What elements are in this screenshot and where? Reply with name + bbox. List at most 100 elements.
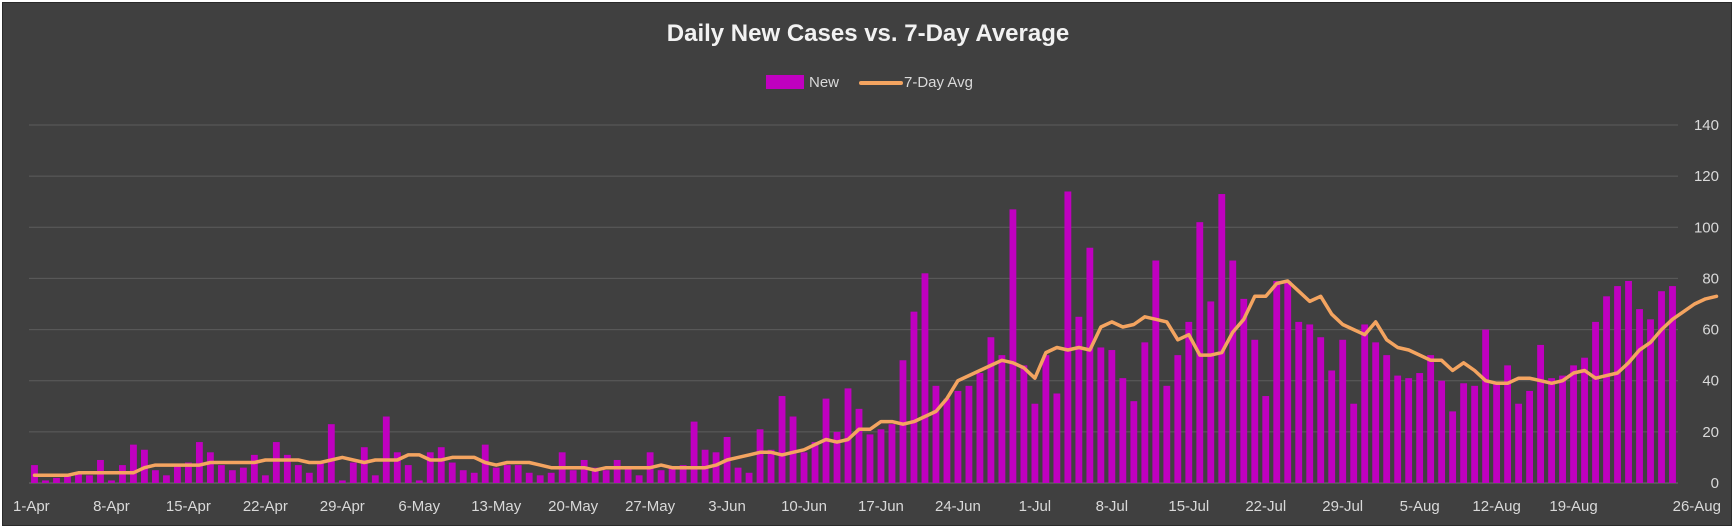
bar-new xyxy=(1086,247,1094,483)
bar-new xyxy=(734,467,742,483)
x-tick-label: 10-Jun xyxy=(781,498,827,515)
bar-new xyxy=(844,388,852,483)
bar-new xyxy=(1053,393,1061,483)
bar-new xyxy=(943,398,951,483)
bar-new xyxy=(745,472,753,483)
bar-new xyxy=(525,472,533,483)
x-tick-label: 19-Aug xyxy=(1549,498,1597,515)
x-tick-label: 24-Jun xyxy=(935,498,981,515)
bar-new xyxy=(1493,383,1501,483)
legend-label-new: New xyxy=(809,74,839,91)
bar-new xyxy=(1328,370,1336,483)
legend-swatch-new xyxy=(766,75,804,89)
bar-new xyxy=(1009,209,1017,483)
chart-svg: Daily New Cases vs. 7-Day Average New 7-… xyxy=(13,20,1721,515)
bar-new xyxy=(1185,321,1193,483)
bar-new xyxy=(360,447,368,483)
bar-new xyxy=(1339,339,1347,483)
bar-new xyxy=(1603,296,1610,483)
bar-new xyxy=(855,408,863,483)
bar-new xyxy=(327,424,335,483)
bar-new xyxy=(789,416,797,483)
bar-new xyxy=(778,396,786,483)
bar-new xyxy=(1372,342,1380,483)
bar-new xyxy=(1449,411,1457,483)
bar-new xyxy=(1273,280,1281,483)
bar-new xyxy=(1042,355,1050,483)
bar-series-new xyxy=(31,191,1676,484)
bar-new xyxy=(415,480,423,483)
bar-new xyxy=(1064,191,1072,483)
chart-title: Daily New Cases vs. 7-Day Average xyxy=(667,20,1069,47)
bar-new xyxy=(470,472,478,483)
bar-new xyxy=(1625,280,1632,483)
bar-new xyxy=(668,467,676,483)
bar-new xyxy=(932,385,940,483)
bar-new xyxy=(547,472,555,483)
bar-new xyxy=(250,454,258,483)
bar-new xyxy=(1515,403,1523,483)
bar-new xyxy=(1669,286,1676,483)
bar-new xyxy=(1097,347,1105,483)
bar-new xyxy=(371,475,379,483)
y-tick-label: 60 xyxy=(1702,322,1719,339)
bar-new xyxy=(382,416,390,483)
bar-new xyxy=(108,480,115,483)
bar-new xyxy=(206,452,214,483)
bar-new xyxy=(965,385,973,483)
bar-new xyxy=(899,360,907,483)
bar-new xyxy=(1647,319,1654,483)
bar-new xyxy=(1108,350,1116,483)
x-tick-label: 26-Aug xyxy=(1673,498,1721,515)
bar-new xyxy=(987,337,995,483)
bar-new xyxy=(338,480,346,483)
bar-new xyxy=(635,475,643,483)
bar-new xyxy=(591,467,599,483)
bar-new xyxy=(1658,291,1665,483)
bar-new xyxy=(404,465,412,483)
bar-new xyxy=(1482,329,1490,483)
bar-new xyxy=(679,465,687,483)
bar-new xyxy=(1592,321,1599,483)
bar-new xyxy=(1119,378,1127,483)
y-tick-label: 20 xyxy=(1702,424,1719,441)
bar-new xyxy=(195,442,203,483)
x-tick-label: 20-May xyxy=(548,498,599,515)
bar-new xyxy=(1570,365,1577,483)
bar-new xyxy=(393,452,401,483)
bar-new xyxy=(756,429,764,483)
bar-new xyxy=(1427,355,1435,483)
bar-new xyxy=(1218,194,1226,484)
x-tick-label: 13-May xyxy=(471,498,522,515)
bar-new xyxy=(503,465,511,483)
bar-new xyxy=(1317,337,1325,483)
bar-new xyxy=(86,475,93,483)
x-tick-label: 12-Aug xyxy=(1472,498,1520,515)
bar-new xyxy=(1295,321,1303,483)
bar-new xyxy=(294,465,302,483)
bar-new xyxy=(1262,396,1270,483)
y-tick-label: 120 xyxy=(1694,168,1719,185)
bar-new xyxy=(1614,286,1621,483)
x-tick-label: 1-Apr xyxy=(13,498,50,515)
bar-new xyxy=(998,355,1006,483)
bar-new xyxy=(1229,260,1237,483)
bar-new xyxy=(833,431,841,483)
x-axis-ticks: 1-Apr 8-Apr 15-Apr 22-Apr 29-Apr 6-May 13-May 2… xyxy=(13,498,1721,515)
x-tick-label: 15-Jul xyxy=(1168,498,1209,515)
y-tick-label: 80 xyxy=(1702,270,1719,287)
bar-new xyxy=(657,470,665,483)
x-tick-label: 8-Jul xyxy=(1096,498,1129,515)
bar-new xyxy=(1350,403,1358,483)
bar-new xyxy=(1207,301,1215,483)
bar-new xyxy=(580,459,588,483)
line-series-7-day-avg xyxy=(32,279,1719,478)
x-tick-label: 22-Apr xyxy=(243,498,288,515)
bar-new xyxy=(163,475,170,483)
bar-new xyxy=(1581,357,1588,483)
bar-new xyxy=(184,462,192,483)
x-tick-label: 29-Jul xyxy=(1322,498,1363,515)
bar-new xyxy=(1141,342,1149,483)
bar-new xyxy=(877,429,885,483)
bar-new xyxy=(459,470,467,483)
